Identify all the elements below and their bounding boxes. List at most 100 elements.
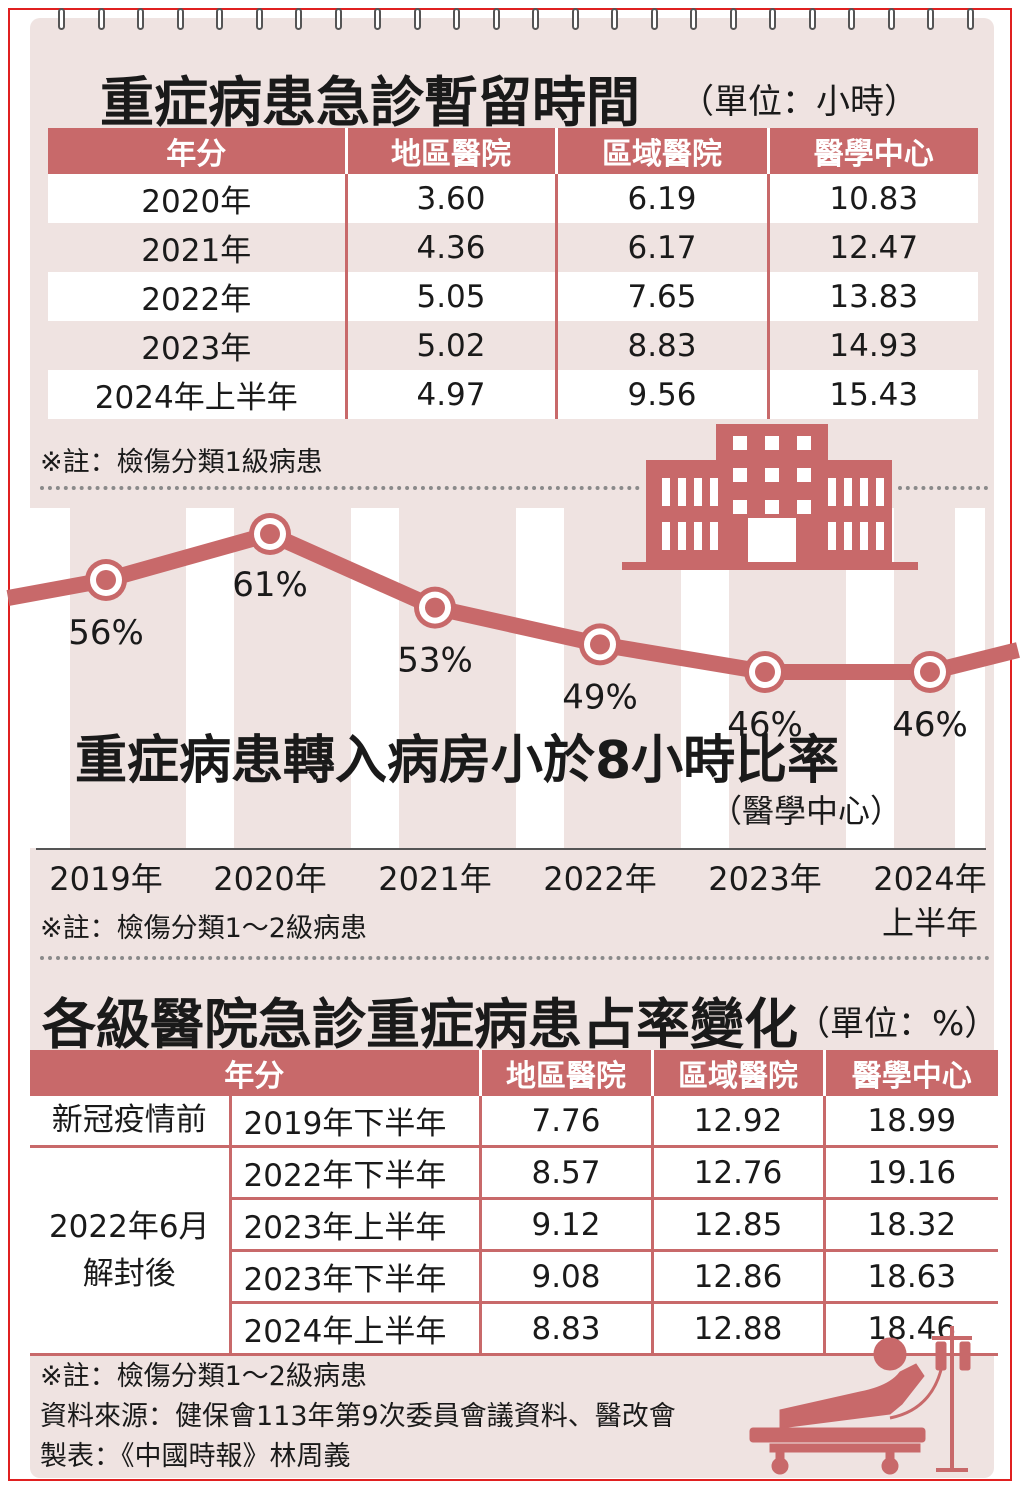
binder-ring-icon [571,8,579,30]
footer-source: 資料來源：健保會113年第9次委員會議資料、醫改會 [40,1401,676,1432]
x-tick-label: 2020年 [213,860,327,898]
binder-ring-icon [334,8,342,30]
table-cell: 4.36 [344,223,556,272]
binder-ring-icon [413,8,421,30]
table-cell: 2023年上半年 [228,1198,480,1252]
series-line [6,526,1020,680]
table-cell: 10.83 [766,174,978,223]
table-cell: 9.12 [478,1198,652,1252]
table2-header-year: 年分 [30,1050,480,1096]
data-label: 53% [397,641,473,681]
chart-background-stripe [351,508,399,848]
table1-header-regional: 區域醫院 [554,128,768,174]
data-point [909,651,951,693]
binder-rings [0,0,1024,40]
binder-ring-icon [848,8,855,30]
x-tick-label: 2022年 [543,860,657,898]
table-cell: 2020年 [48,174,346,223]
table-cell: 2021年 [48,223,346,272]
chart-background-stripe [955,508,985,848]
table-cell: 5.05 [344,272,556,321]
table-cell: 7.76 [478,1096,652,1148]
table-cell: 3.60 [344,174,556,223]
data-label: 46% [892,705,968,745]
group-label: 2022年6月 解封後 [30,1146,230,1356]
table1-header-district: 地區醫院 [344,128,556,174]
footer-note: ※註：檢傷分類1～2級病患 [40,1361,367,1392]
binder-ring-icon [176,8,184,30]
table-cell: 12.85 [650,1198,824,1252]
table-cell: 2019年下半年 [228,1096,480,1148]
dotted-separator [40,956,990,960]
data-label: 46% [727,705,803,745]
table-cell: 2023年下半年 [228,1250,480,1304]
table-cell: 4.97 [344,370,556,419]
binder-ring-icon [216,8,223,30]
x-tick-label: 上半年 [881,904,978,942]
table-row: 2020年 3.60 6.19 10.83 [48,174,978,223]
x-tick-label: 2019年 [49,860,163,898]
data-label: 49% [562,677,638,717]
binder-ring-icon [808,8,816,30]
dotted-separator [898,486,988,490]
line-chart: 56% 61% 53% 49% 46% 46% [6,424,1020,848]
table-cell: 18.32 [822,1198,998,1252]
binder-ring-icon [729,8,737,30]
table2-share-change: 年分 地區醫院 區域醫院 醫學中心 新冠疫情前 2019年下半年 7.76 12.92… [30,1050,998,1356]
table-cell: 5.02 [344,321,556,370]
chart-background-stripe [186,508,234,848]
table1-header-year: 年分 [48,128,346,174]
x-tick-label: 2023年 [708,860,822,898]
table2-header-district: 地區醫院 [478,1050,652,1096]
binder-ring-icon [453,8,460,30]
group-label: 新冠疫情前 [30,1096,230,1148]
binder-ring-icon [97,8,105,30]
table-cell: 15.43 [766,370,978,419]
table-cell: 6.19 [554,174,768,223]
table2-header-regional: 區域醫院 [650,1050,824,1096]
table-row: 2023年下半年 9.08 12.86 18.63 [30,1250,998,1304]
data-point [414,586,456,629]
binder-ring-icon [611,8,618,30]
table1-header-row: 年分 地區醫院 區域醫院 醫學中心 [48,128,978,174]
chart-baseline [36,848,986,850]
table-cell: 9.08 [478,1250,652,1304]
table-cell: 2023年 [48,321,346,370]
table-cell: 12.86 [650,1250,824,1304]
footer-credit: 製表：《中國時報》林周義 [40,1441,351,1472]
table-cell: 14.93 [766,321,978,370]
table1-title: 重症病患急診暫留時間 [100,71,640,134]
binder-ring-icon [769,8,776,30]
hospital-building-icon [622,424,918,570]
table2-header-row: 年分 地區醫院 區域醫院 醫學中心 [30,1050,998,1096]
binder-ring-icon [927,8,934,30]
table-cell: 2022年下半年 [228,1146,480,1200]
x-tick-label: 2024年 [873,860,987,898]
binder-ring-icon [492,8,500,30]
chart-background-stripe [516,508,564,848]
binder-ring-icon [887,8,895,30]
table-row: 2024年上半年 4.97 9.56 15.43 [48,370,978,419]
chart-title: 重症病患轉入病房小於8小時比率 [75,731,840,791]
table-cell: 9.56 [554,370,768,419]
table1-waiting-hours: 年分 地區醫院 區域醫院 醫學中心 2020年 3.60 6.19 10.83 2021… [48,128,978,419]
table1-header-medical-center: 醫學中心 [766,128,978,174]
table-row: 2022年6月 解封後 2022年下半年 8.57 12.76 19.16 [30,1146,998,1356]
table-cell: 18.63 [822,1250,998,1304]
table-row: 新冠疫情前 2019年下半年 7.76 12.92 18.99 [30,1096,998,1148]
binder-ring-icon [966,8,974,30]
chart-subtitle: （醫學中心） [710,792,903,830]
table-cell: 18.99 [822,1096,998,1148]
table2-title: 各級醫院急診重症病患占率變化 [42,993,798,1056]
x-tick-label: 2021年 [378,860,492,898]
table-cell: 6.17 [554,223,768,272]
data-point [579,623,621,666]
table-cell: 2022年 [48,272,346,321]
table-cell: 8.83 [554,321,768,370]
dotted-separator [40,486,640,490]
binder-ring-icon [690,8,697,30]
table2-header-medical-center: 醫學中心 [822,1050,998,1096]
table-cell: 12.92 [650,1096,824,1148]
binder-ring-icon [255,8,263,30]
data-point [249,513,291,555]
